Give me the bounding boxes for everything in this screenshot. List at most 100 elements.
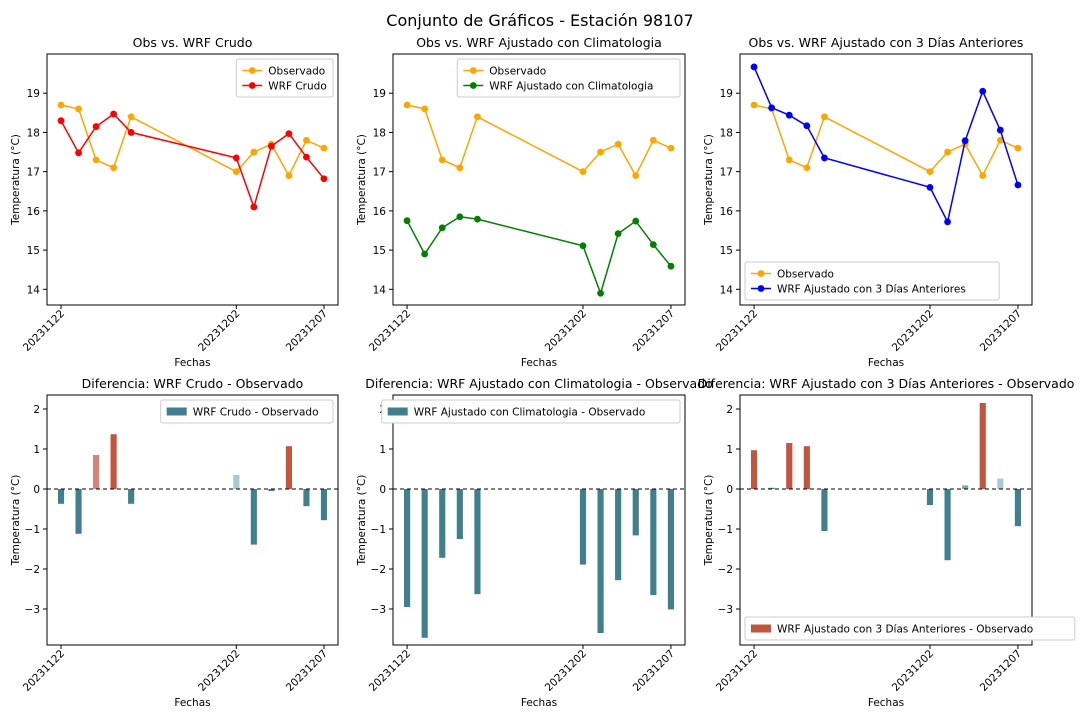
- bar: [403, 489, 411, 607]
- x-axis-label: Fechas: [174, 697, 210, 709]
- subplot-title: Obs vs. WRF Ajustado con 3 Días Anterior…: [749, 35, 1024, 50]
- legend-marker: [469, 67, 477, 74]
- data-point: [285, 130, 293, 138]
- data-point: [421, 250, 429, 258]
- bar: [57, 489, 65, 504]
- subplot-2: Obs vs. WRF Ajustado con Climatologia 14 1…: [356, 35, 686, 369]
- data-point: [403, 101, 411, 109]
- y-tick-label: −2: [718, 564, 733, 576]
- data-point: [785, 156, 793, 164]
- legend-marker: [757, 285, 765, 292]
- bar: [962, 485, 969, 489]
- y-tick-label: −3: [25, 604, 40, 616]
- data-point: [979, 87, 987, 95]
- data-point: [110, 164, 118, 172]
- bar: [768, 487, 775, 489]
- x-tick-label: 20231122: [21, 648, 67, 694]
- subplot-title: Diferencia: WRF Crudo - Observado: [82, 376, 304, 391]
- data-point: [57, 101, 65, 109]
- y-axis-label: Temperatura (°C): [10, 475, 22, 567]
- data-point: [456, 213, 464, 221]
- legend-swatch: [751, 624, 771, 633]
- legend: WRF Crudo - Observado: [160, 399, 334, 424]
- data-point: [614, 140, 622, 148]
- x-axis-label: Fechas: [174, 357, 210, 369]
- axes-frame: [46, 394, 339, 646]
- y-tick-label: 16: [720, 206, 734, 218]
- axes-frame: [739, 394, 1033, 646]
- data-point: [821, 154, 828, 162]
- data-point: [750, 101, 758, 109]
- legend: Observado WRF Crudo: [235, 58, 334, 98]
- data-point: [110, 110, 118, 118]
- data-point: [926, 168, 934, 176]
- bar: [803, 446, 810, 489]
- legend-box: [235, 58, 334, 98]
- y-tick-label: 15: [720, 245, 733, 257]
- y-tick-label: −3: [371, 604, 386, 616]
- y-tick-label: 17: [720, 167, 733, 179]
- subplot-3: Obs vs. WRF Ajustado con 3 Días Anterior…: [703, 35, 1033, 369]
- axes-frame: [392, 394, 686, 646]
- figure-title: Conjunto de Gráficos - Estación 98107: [386, 11, 694, 30]
- bar: [268, 489, 275, 491]
- legend-label: Observado: [489, 66, 546, 78]
- series-line: [753, 104, 1019, 178]
- x-tick-label: 20231202: [543, 648, 589, 694]
- data-point: [632, 217, 640, 225]
- x-tick-label: 20231122: [714, 308, 760, 354]
- data-point: [92, 123, 100, 130]
- x-axis-label: Fechas: [521, 697, 557, 709]
- x-tick-label: 20231202: [196, 648, 242, 694]
- legend-marker: [248, 82, 256, 89]
- data-point: [303, 153, 310, 161]
- bar: [1014, 489, 1022, 527]
- y-tick-label: 0: [33, 484, 40, 496]
- y-axis-label: Temperatura (°C): [703, 134, 715, 226]
- legend-label: Observado: [777, 269, 834, 281]
- bar: [750, 450, 758, 489]
- legend-label: WRF Crudo - Observado: [193, 407, 319, 419]
- data-point: [667, 144, 675, 152]
- y-tick-label: −3: [718, 604, 733, 616]
- legend-label: WRF Crudo: [268, 81, 326, 93]
- legend-label: WRF Ajustado con 3 Días Anteriores - Obs…: [777, 624, 1033, 636]
- legend-marker: [469, 82, 477, 89]
- x-tick-label: 20231202: [543, 308, 589, 354]
- x-tick-label: 20231207: [978, 648, 1024, 694]
- legend-box: [456, 58, 681, 98]
- data-point: [438, 156, 446, 164]
- x-tick-label: 20231207: [978, 308, 1024, 354]
- data-point: [996, 126, 1004, 134]
- y-tick-label: 14: [27, 284, 41, 296]
- bar: [615, 489, 622, 581]
- y-axis-label: Temperatura (°C): [703, 475, 715, 567]
- data-point: [403, 217, 411, 225]
- bar: [786, 443, 793, 489]
- legend: Observado WRF Ajustado con 3 Días Anterio…: [744, 261, 1000, 301]
- data-point: [944, 148, 951, 156]
- data-point: [1014, 144, 1022, 152]
- bar: [250, 489, 257, 545]
- subplot-title: Diferencia: WRF Ajustado con 3 Días Ante…: [698, 376, 1075, 391]
- y-tick-label: −2: [25, 564, 40, 576]
- bar: [285, 446, 292, 489]
- y-tick-label: 0: [379, 484, 386, 496]
- y-axis-label: Temperatura (°C): [356, 475, 368, 567]
- data-point: [821, 113, 828, 121]
- data-point: [803, 164, 811, 172]
- x-tick-label: 20231122: [714, 648, 760, 694]
- bar: [944, 489, 951, 561]
- x-tick-label: 20231202: [890, 308, 936, 354]
- bar: [303, 489, 310, 507]
- bar: [233, 475, 240, 489]
- legend-marker: [248, 67, 256, 74]
- series-line: [406, 104, 672, 178]
- y-axis-label: Temperatura (°C): [10, 134, 22, 226]
- legend-label: WRF Ajustado con Climatologia - Observad…: [414, 407, 646, 419]
- bar: [597, 489, 604, 633]
- legend: WRF Ajustado con Climatologia - Observad…: [381, 399, 681, 424]
- data-point: [285, 172, 293, 179]
- data-point: [996, 136, 1004, 144]
